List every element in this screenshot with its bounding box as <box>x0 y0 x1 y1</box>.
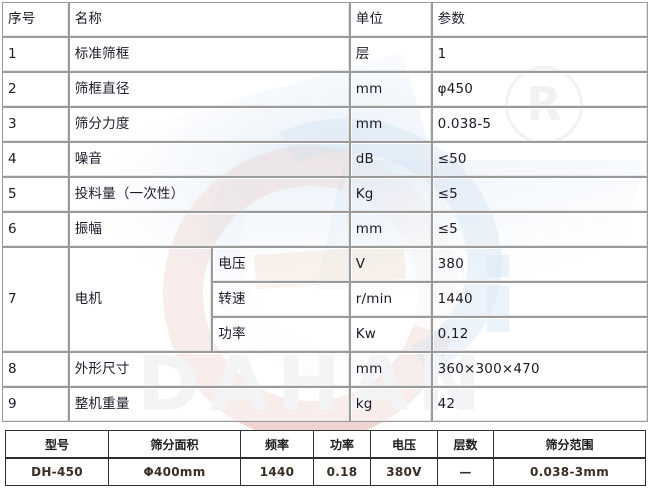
model-cell-screen-range: 0.038-3mm <box>493 457 646 486</box>
cell-name: 筛框直径 <box>68 72 350 107</box>
header-cell-parameter: 参数 <box>431 2 648 37</box>
cell-parameter: 42 <box>431 387 648 422</box>
model-cell-screen-area: Φ400mm <box>108 457 241 486</box>
model-table: 型号 筛分面积 频率 功率 电压 层数 筛分范围 DH-450 Φ400mm 1… <box>5 430 646 486</box>
cell-parameter: 0.12 <box>431 317 648 352</box>
table-row: 2 筛框直径 mm φ450 <box>2 72 648 107</box>
specification-table-container: 序号 名称 单位 参数 1 标准筛框 层 1 2 筛框直径 mm φ450 <box>2 2 648 422</box>
table-row: 8 外形尺寸 mm 360×300×470 <box>2 352 648 387</box>
cell-parameter: 380 <box>431 247 648 282</box>
model-header-cell: 层数 <box>437 430 494 459</box>
cell-unit: V <box>349 247 432 282</box>
model-cell-frequency: 1440 <box>240 457 314 486</box>
cell-name: 标准筛框 <box>68 37 350 72</box>
cell-index: 9 <box>2 387 69 422</box>
cell-parameter: ≤50 <box>431 142 648 177</box>
cell-parameter: 1 <box>431 37 648 72</box>
table-row: 3 筛分力度 mm 0.038-5 <box>2 107 648 142</box>
table-row: 9 整机重量 kg 42 <box>2 387 648 422</box>
cell-name: 振幅 <box>68 212 350 247</box>
table-row: 1 标准筛框 层 1 <box>2 37 648 72</box>
cell-name: 噪音 <box>68 142 350 177</box>
cell-index: 3 <box>2 107 69 142</box>
cell-name: 整机重量 <box>68 387 350 422</box>
cell-unit: r/min <box>349 282 432 317</box>
cell-subname: 电压 <box>212 247 350 282</box>
model-table-container: 型号 筛分面积 频率 功率 电压 层数 筛分范围 DH-450 Φ400mm 1… <box>5 430 646 486</box>
cell-parameter: ≤5 <box>431 177 648 212</box>
specification-table: 序号 名称 单位 参数 1 标准筛框 层 1 2 筛框直径 mm φ450 <box>2 2 648 422</box>
cell-unit: Kg <box>349 177 432 212</box>
cell-parameter: 0.038-5 <box>431 107 648 142</box>
table-row: 7 电机 电压 V 380 <box>2 247 648 352</box>
cell-name: 电机 <box>68 247 213 352</box>
cell-parameter: 360×300×470 <box>431 352 648 387</box>
cell-parameter: ≤5 <box>431 212 648 247</box>
model-cell-voltage: 380V <box>370 457 438 486</box>
model-cell-type: DH-450 <box>5 457 109 486</box>
table-header-row: 序号 名称 单位 参数 <box>2 2 648 37</box>
header-cell-name: 名称 <box>68 2 350 37</box>
cell-unit: mm <box>349 107 432 142</box>
cell-unit: mm <box>349 72 432 107</box>
cell-unit: Kw <box>349 317 432 352</box>
table-row: 4 噪音 dB ≤50 <box>2 142 648 177</box>
model-cell-power: 0.18 <box>313 457 371 486</box>
model-header-cell: 功率 <box>313 430 371 459</box>
model-header-cell: 筛分范围 <box>493 430 646 459</box>
cell-subname: 转速 <box>212 282 350 317</box>
model-header-cell: 型号 <box>5 430 109 459</box>
cell-unit: 层 <box>349 37 432 72</box>
model-header-row: 型号 筛分面积 频率 功率 电压 层数 筛分范围 <box>5 430 646 459</box>
cell-parameter: φ450 <box>431 72 648 107</box>
header-cell-unit: 单位 <box>349 2 432 37</box>
cell-parameter: 1440 <box>431 282 648 317</box>
cell-subname: 功率 <box>212 317 350 352</box>
cell-index: 4 <box>2 142 69 177</box>
cell-unit: dB <box>349 142 432 177</box>
cell-unit: mm <box>349 352 432 387</box>
cell-name: 投料量（一次性） <box>68 177 350 212</box>
table-row: 6 振幅 mm ≤5 <box>2 212 648 247</box>
cell-unit: mm <box>349 212 432 247</box>
cell-index: 6 <box>2 212 69 247</box>
header-cell-index: 序号 <box>2 2 69 37</box>
model-header-cell: 筛分面积 <box>108 430 241 459</box>
cell-index: 8 <box>2 352 69 387</box>
cell-name: 筛分力度 <box>68 107 350 142</box>
model-cell-layers: — <box>437 457 494 486</box>
cell-unit: kg <box>349 387 432 422</box>
model-header-cell: 电压 <box>370 430 438 459</box>
cell-index: 1 <box>2 37 69 72</box>
model-header-cell: 频率 <box>240 430 314 459</box>
cell-index: 7 <box>2 247 69 352</box>
cell-index: 5 <box>2 177 69 212</box>
cell-index: 2 <box>2 72 69 107</box>
table-row: 5 投料量（一次性） Kg ≤5 <box>2 177 648 212</box>
cell-name: 外形尺寸 <box>68 352 350 387</box>
model-table-row: DH-450 Φ400mm 1440 0.18 380V — 0.038-3mm <box>5 457 646 486</box>
